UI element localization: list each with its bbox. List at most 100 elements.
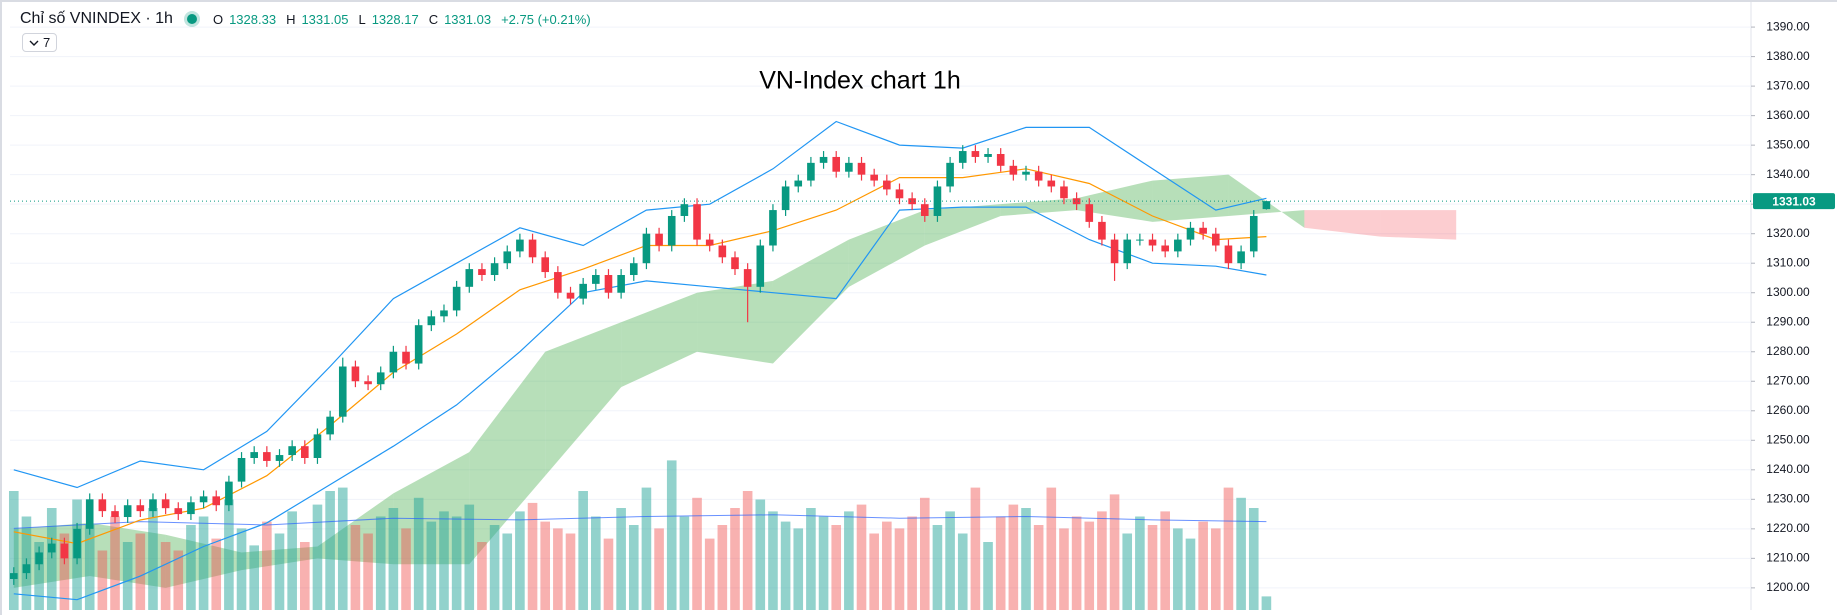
volume-bar xyxy=(1059,528,1069,610)
indicator-count: 7 xyxy=(43,35,51,50)
volume-bar xyxy=(1084,521,1095,610)
cloud-segment xyxy=(697,280,773,364)
volume-bar xyxy=(1122,533,1133,610)
candle-body xyxy=(1136,239,1144,241)
volume-bar xyxy=(768,511,778,610)
y-tick-label: 1240.00 xyxy=(1766,462,1810,476)
candle-body xyxy=(807,162,815,181)
volume-ma-line xyxy=(13,514,1267,529)
y-tick-label: 1270.00 xyxy=(1766,373,1810,387)
volume-bar xyxy=(84,525,95,610)
candle-body xyxy=(161,499,170,509)
volume-bar xyxy=(1236,497,1246,610)
volume-bar xyxy=(1248,508,1259,610)
volume-bar xyxy=(679,516,690,610)
volume-bar xyxy=(540,521,551,610)
candle-body xyxy=(541,257,550,273)
cloud-segment xyxy=(772,239,849,364)
volume-bar xyxy=(882,521,892,610)
candle-body xyxy=(1224,245,1233,264)
volume-bar xyxy=(1147,525,1158,610)
candle-body xyxy=(718,245,727,258)
volume-bar xyxy=(894,528,905,610)
bollinger-lower xyxy=(13,206,1267,601)
volume-bar xyxy=(97,550,108,610)
volume-bar xyxy=(957,533,968,610)
indicator-toggle[interactable]: 7 xyxy=(22,33,58,52)
candle-body xyxy=(288,446,296,456)
volume-bar xyxy=(1135,516,1145,610)
candle-body xyxy=(946,162,954,187)
y-tick-label: 1370.00 xyxy=(1766,78,1810,92)
volume-bar xyxy=(110,516,120,610)
candle-body xyxy=(895,189,904,199)
candle-body xyxy=(364,381,372,385)
volume-bar xyxy=(1071,516,1082,610)
volume-bar xyxy=(337,487,348,610)
candle-body xyxy=(1085,204,1094,222)
candle-body xyxy=(1098,221,1106,240)
candle-body xyxy=(617,275,625,293)
volume-bar xyxy=(122,542,133,610)
candle-body xyxy=(933,186,942,216)
status-dot xyxy=(186,14,197,24)
candle-body xyxy=(9,573,18,580)
volume-bar xyxy=(1223,487,1234,610)
y-tick-label: 1230.00 xyxy=(1766,491,1810,505)
volume-bar xyxy=(616,508,626,610)
y-tick-label: 1340.00 xyxy=(1766,167,1810,181)
candle-body xyxy=(326,416,334,435)
candle-body xyxy=(756,245,765,287)
candle-body xyxy=(1211,233,1220,246)
close-value: 1331.03 xyxy=(444,11,492,27)
candle-body xyxy=(516,239,524,252)
volume-bar xyxy=(300,542,310,610)
volume-bar xyxy=(1210,528,1221,610)
candle-body xyxy=(440,310,448,317)
candle-body xyxy=(528,239,537,258)
y-tick-label: 1210.00 xyxy=(1766,551,1810,565)
volume-bar xyxy=(983,542,993,610)
y-tick-label: 1360.00 xyxy=(1766,108,1810,122)
cloud-segment xyxy=(317,493,394,565)
cloud-segment xyxy=(545,322,622,476)
volume-bar xyxy=(730,508,740,610)
candle-body xyxy=(1034,171,1043,181)
change-value: +2.75 (+0.21%) xyxy=(501,11,591,27)
volume-bar xyxy=(1109,494,1120,610)
candle-body xyxy=(667,215,676,246)
y-tick-label: 1380.00 xyxy=(1766,49,1810,63)
cloud-segment xyxy=(1152,174,1229,222)
candle-body xyxy=(984,154,992,157)
cloud-segment xyxy=(621,292,698,388)
volume-bar xyxy=(388,508,399,610)
volume-bar xyxy=(401,528,411,610)
candle-body xyxy=(845,162,853,172)
volume-bar xyxy=(628,525,639,610)
candle-body xyxy=(47,543,56,553)
volume-bar xyxy=(160,542,171,610)
candle-body xyxy=(35,552,43,565)
candle-body xyxy=(85,499,94,529)
volume-bar xyxy=(907,516,917,610)
candle-body xyxy=(1022,171,1030,175)
candle-body xyxy=(275,455,284,461)
volume-bar xyxy=(591,516,601,610)
candle-body xyxy=(883,180,891,190)
candle-body xyxy=(1123,239,1132,264)
candle-body xyxy=(225,481,233,506)
volume-bar xyxy=(755,499,766,610)
volume-bar xyxy=(1185,538,1196,610)
volume-bar xyxy=(654,528,664,610)
volume-bar xyxy=(274,533,285,610)
cloud-segment xyxy=(924,204,1001,246)
candle-body xyxy=(566,292,575,299)
volume-bar xyxy=(148,508,158,610)
candle-body xyxy=(769,210,777,246)
volume-bar xyxy=(666,460,677,610)
volume-bar xyxy=(1173,528,1183,610)
volume-bar xyxy=(350,525,361,610)
volume-bar xyxy=(34,542,44,610)
